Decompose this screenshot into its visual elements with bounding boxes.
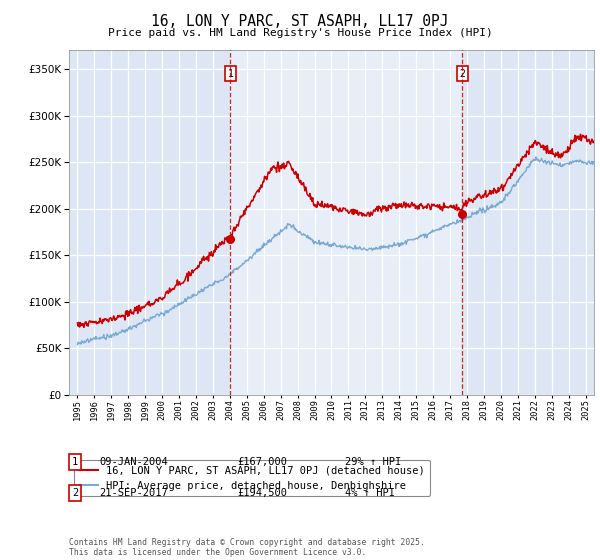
Text: 29% ↑ HPI: 29% ↑ HPI [345,457,401,467]
Text: Price paid vs. HM Land Registry's House Price Index (HPI): Price paid vs. HM Land Registry's House … [107,28,493,38]
Text: 2: 2 [72,488,78,498]
Text: 16, LON Y PARC, ST ASAPH, LL17 0PJ: 16, LON Y PARC, ST ASAPH, LL17 0PJ [151,14,449,29]
Text: 09-JAN-2004: 09-JAN-2004 [99,457,168,467]
Text: Contains HM Land Registry data © Crown copyright and database right 2025.
This d: Contains HM Land Registry data © Crown c… [69,538,425,557]
Text: £194,500: £194,500 [237,488,287,498]
Text: 21-SEP-2017: 21-SEP-2017 [99,488,168,498]
Bar [230,50,462,395]
Text: 2: 2 [460,69,465,78]
Text: 1: 1 [227,69,233,78]
Text: £167,000: £167,000 [237,457,287,467]
Legend: 16, LON Y PARC, ST ASAPH, LL17 0PJ (detached house), HPI: Average price, detache: 16, LON Y PARC, ST ASAPH, LL17 0PJ (deta… [74,460,430,496]
Text: 1: 1 [72,457,78,467]
Text: 4% ↑ HPI: 4% ↑ HPI [345,488,395,498]
